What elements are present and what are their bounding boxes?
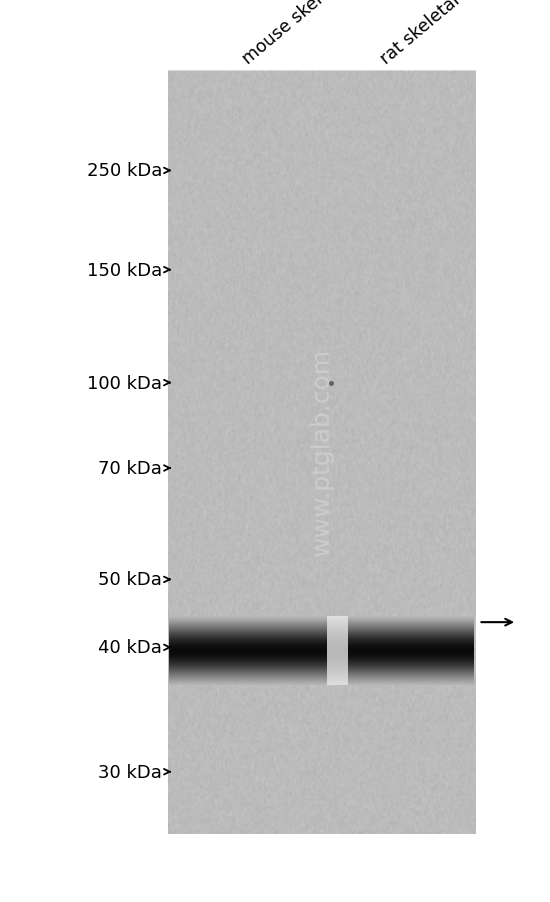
Text: rat skeletal muscle: rat skeletal muscle <box>377 0 515 68</box>
Text: 100 kDa: 100 kDa <box>87 374 162 392</box>
Text: 150 kDa: 150 kDa <box>87 262 162 280</box>
Text: mouse skeletal muscle: mouse skeletal muscle <box>239 0 404 68</box>
Text: 30 kDa: 30 kDa <box>98 763 162 781</box>
Bar <box>168 72 476 834</box>
Text: 250 kDa: 250 kDa <box>87 162 162 180</box>
Text: 40 kDa: 40 kDa <box>98 639 162 657</box>
Text: www.ptglab.com: www.ptglab.com <box>310 347 334 555</box>
Text: 50 kDa: 50 kDa <box>98 571 162 589</box>
Text: 70 kDa: 70 kDa <box>98 459 162 477</box>
